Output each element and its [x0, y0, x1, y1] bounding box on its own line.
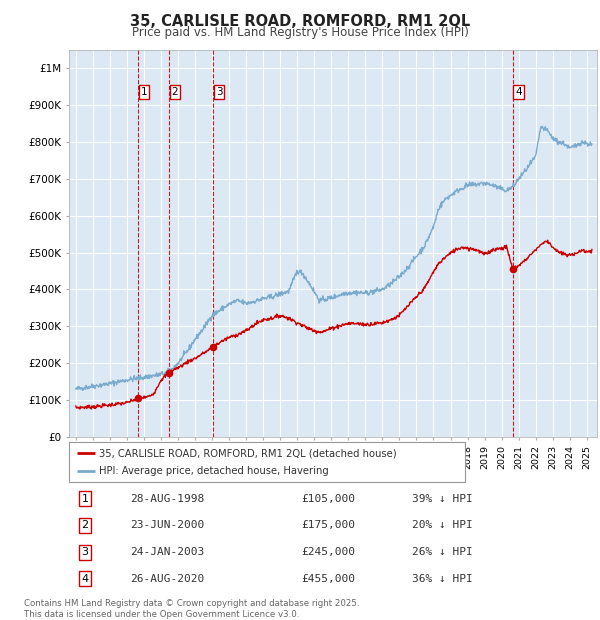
- Text: 3: 3: [216, 87, 223, 97]
- Text: 24-JAN-2003: 24-JAN-2003: [130, 547, 204, 557]
- Text: 26-AUG-2020: 26-AUG-2020: [130, 574, 204, 584]
- Text: 39% ↓ HPI: 39% ↓ HPI: [412, 494, 473, 504]
- Text: 36% ↓ HPI: 36% ↓ HPI: [412, 574, 473, 584]
- Text: 35, CARLISLE ROAD, ROMFORD, RM1 2QL: 35, CARLISLE ROAD, ROMFORD, RM1 2QL: [130, 14, 470, 29]
- Text: 35, CARLISLE ROAD, ROMFORD, RM1 2QL (detached house): 35, CARLISLE ROAD, ROMFORD, RM1 2QL (det…: [98, 448, 397, 458]
- Text: £245,000: £245,000: [301, 547, 355, 557]
- Text: 2: 2: [81, 520, 88, 531]
- Text: 1: 1: [82, 494, 88, 504]
- Text: £175,000: £175,000: [301, 520, 355, 531]
- Text: HPI: Average price, detached house, Havering: HPI: Average price, detached house, Have…: [98, 466, 328, 476]
- Text: 20% ↓ HPI: 20% ↓ HPI: [412, 520, 473, 531]
- Text: £455,000: £455,000: [301, 574, 355, 584]
- Text: 1: 1: [140, 87, 147, 97]
- Text: 4: 4: [515, 87, 522, 97]
- Text: Contains HM Land Registry data © Crown copyright and database right 2025.
This d: Contains HM Land Registry data © Crown c…: [24, 600, 359, 619]
- Text: 23-JUN-2000: 23-JUN-2000: [130, 520, 204, 531]
- Text: 26% ↓ HPI: 26% ↓ HPI: [412, 547, 473, 557]
- Text: £105,000: £105,000: [301, 494, 355, 504]
- Text: Price paid vs. HM Land Registry's House Price Index (HPI): Price paid vs. HM Land Registry's House …: [131, 26, 469, 39]
- Text: 2: 2: [172, 87, 178, 97]
- Text: 4: 4: [81, 574, 88, 584]
- Text: 3: 3: [82, 547, 88, 557]
- Text: 28-AUG-1998: 28-AUG-1998: [130, 494, 204, 504]
